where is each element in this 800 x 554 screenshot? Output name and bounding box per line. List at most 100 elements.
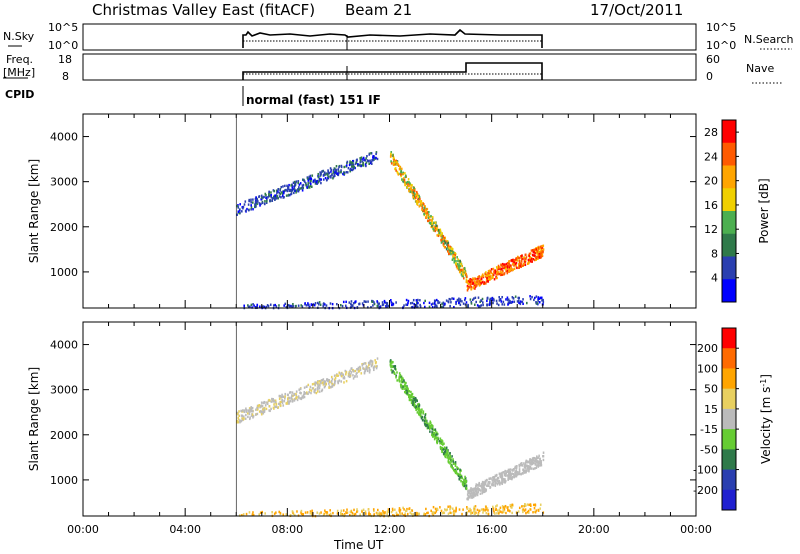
data-cell xyxy=(463,271,465,275)
data-cell xyxy=(250,201,252,204)
data-cell xyxy=(494,271,496,274)
data-cell xyxy=(400,383,402,387)
data-cell xyxy=(394,508,396,511)
data-cell xyxy=(434,226,437,230)
data-cell xyxy=(254,197,257,201)
data-cell xyxy=(398,376,401,379)
data-cell xyxy=(511,263,514,266)
data-cell xyxy=(287,304,290,307)
data-cell xyxy=(503,267,506,270)
data-cell xyxy=(413,405,416,409)
data-cell xyxy=(328,385,331,388)
data-cell xyxy=(533,461,535,465)
data-cell xyxy=(499,267,501,270)
data-cell xyxy=(511,475,514,479)
data-cell xyxy=(462,302,465,305)
data-cell xyxy=(477,279,480,283)
data-cell xyxy=(435,304,437,308)
data-cell xyxy=(461,476,464,480)
data-cell xyxy=(428,425,431,429)
data-cell xyxy=(345,164,348,167)
data-cell xyxy=(439,506,441,509)
data-cell xyxy=(416,411,419,414)
data-cell xyxy=(446,455,449,458)
data-cell xyxy=(455,507,457,510)
data-cell xyxy=(412,195,415,199)
data-cell xyxy=(265,196,267,200)
data-cell xyxy=(317,380,319,383)
data-cell xyxy=(329,512,332,516)
data-cell xyxy=(531,253,534,257)
data-cell xyxy=(435,510,438,513)
data-cell xyxy=(487,509,489,512)
data-cell xyxy=(472,491,475,495)
data-cell xyxy=(357,163,359,166)
data-cell xyxy=(252,511,254,514)
data-cell xyxy=(284,184,286,188)
data-cell xyxy=(446,240,449,243)
data-cell xyxy=(252,416,254,419)
data-cell xyxy=(325,511,327,514)
data-cell xyxy=(507,478,509,481)
data-cell xyxy=(372,304,374,307)
data-cell xyxy=(350,163,352,166)
data-cell xyxy=(419,413,421,416)
data-cell xyxy=(396,371,398,374)
data-cell xyxy=(454,258,457,261)
data-cell xyxy=(453,305,455,309)
y-tick-label: 2000 xyxy=(50,221,78,234)
data-cell xyxy=(356,306,359,309)
data-cell xyxy=(466,285,469,288)
data-cell xyxy=(354,369,357,373)
data-cell xyxy=(512,472,515,476)
data-cell xyxy=(344,304,347,307)
data-cell xyxy=(376,357,379,360)
data-cell xyxy=(508,470,511,474)
data-cell xyxy=(289,514,292,517)
data-cell xyxy=(416,405,418,408)
data-cell xyxy=(467,490,469,493)
data-cell xyxy=(470,288,472,291)
data-cell xyxy=(261,404,264,408)
data-cell xyxy=(449,451,451,455)
data-cell xyxy=(415,303,418,306)
data-cell xyxy=(381,511,384,515)
data-cell xyxy=(251,413,254,416)
colorbar-swatch xyxy=(722,348,736,369)
data-cell xyxy=(484,282,487,285)
y-tick-label: 4000 xyxy=(50,131,78,144)
nsearch-tick-top: 10^5 xyxy=(706,21,736,34)
data-cell xyxy=(529,462,531,465)
data-cell xyxy=(431,433,434,437)
data-cell xyxy=(404,172,406,175)
data-cell xyxy=(464,297,467,300)
data-cell xyxy=(303,392,306,395)
data-cell xyxy=(281,398,283,402)
data-cell xyxy=(520,473,522,476)
data-cell xyxy=(248,410,250,413)
data-cell xyxy=(464,477,467,480)
data-cell xyxy=(338,171,340,175)
data-cell xyxy=(357,366,360,370)
data-cell xyxy=(369,159,371,162)
data-cell xyxy=(360,156,363,159)
data-cell xyxy=(438,439,441,443)
data-cell xyxy=(418,197,420,200)
data-cell xyxy=(396,161,398,164)
data-cell xyxy=(268,190,270,194)
data-cell xyxy=(406,512,409,516)
data-cell xyxy=(491,298,494,302)
data-cell xyxy=(332,383,335,386)
date-label: 17/Oct/2011 xyxy=(590,1,683,19)
data-cell xyxy=(462,271,464,274)
data-cell xyxy=(258,195,261,198)
data-cell xyxy=(390,303,393,307)
data-cell xyxy=(426,511,428,515)
data-cell xyxy=(520,462,523,465)
data-cell xyxy=(503,272,506,275)
data-cell xyxy=(373,156,375,160)
data-cell xyxy=(397,513,399,517)
data-cell xyxy=(367,361,370,365)
data-cell xyxy=(468,490,471,493)
